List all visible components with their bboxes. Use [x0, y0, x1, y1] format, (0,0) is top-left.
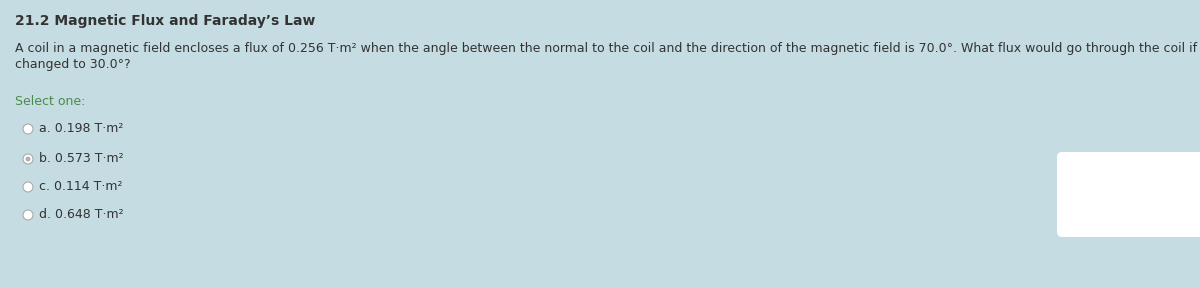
Text: c. 0.114 T·m²: c. 0.114 T·m² [38, 181, 122, 193]
Text: A coil in a magnetic field encloses a flux of 0.256 T·m² when the angle between : A coil in a magnetic field encloses a fl… [14, 42, 1200, 55]
Ellipse shape [23, 182, 34, 192]
Ellipse shape [23, 154, 34, 164]
Text: 21.2 Magnetic Flux and Faraday’s Law: 21.2 Magnetic Flux and Faraday’s Law [14, 14, 316, 28]
Text: changed to 30.0°?: changed to 30.0°? [14, 58, 131, 71]
Ellipse shape [25, 156, 30, 162]
Text: d. 0.648 T·m²: d. 0.648 T·m² [38, 208, 124, 222]
Text: b. 0.573 T·m²: b. 0.573 T·m² [38, 152, 124, 166]
FancyBboxPatch shape [1057, 152, 1200, 237]
Text: a. 0.198 T·m²: a. 0.198 T·m² [38, 123, 124, 135]
Ellipse shape [23, 210, 34, 220]
Ellipse shape [23, 124, 34, 134]
Text: Select one:: Select one: [14, 95, 85, 108]
